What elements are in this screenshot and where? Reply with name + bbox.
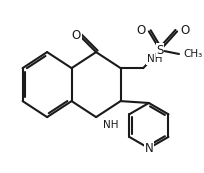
Text: S: S <box>156 44 164 57</box>
Text: O: O <box>72 29 81 42</box>
Text: CH₃: CH₃ <box>184 49 203 59</box>
Text: O: O <box>180 24 189 37</box>
Text: NH: NH <box>147 54 162 64</box>
Text: N: N <box>144 142 153 155</box>
Text: O: O <box>137 24 146 37</box>
Text: NH: NH <box>103 120 118 130</box>
